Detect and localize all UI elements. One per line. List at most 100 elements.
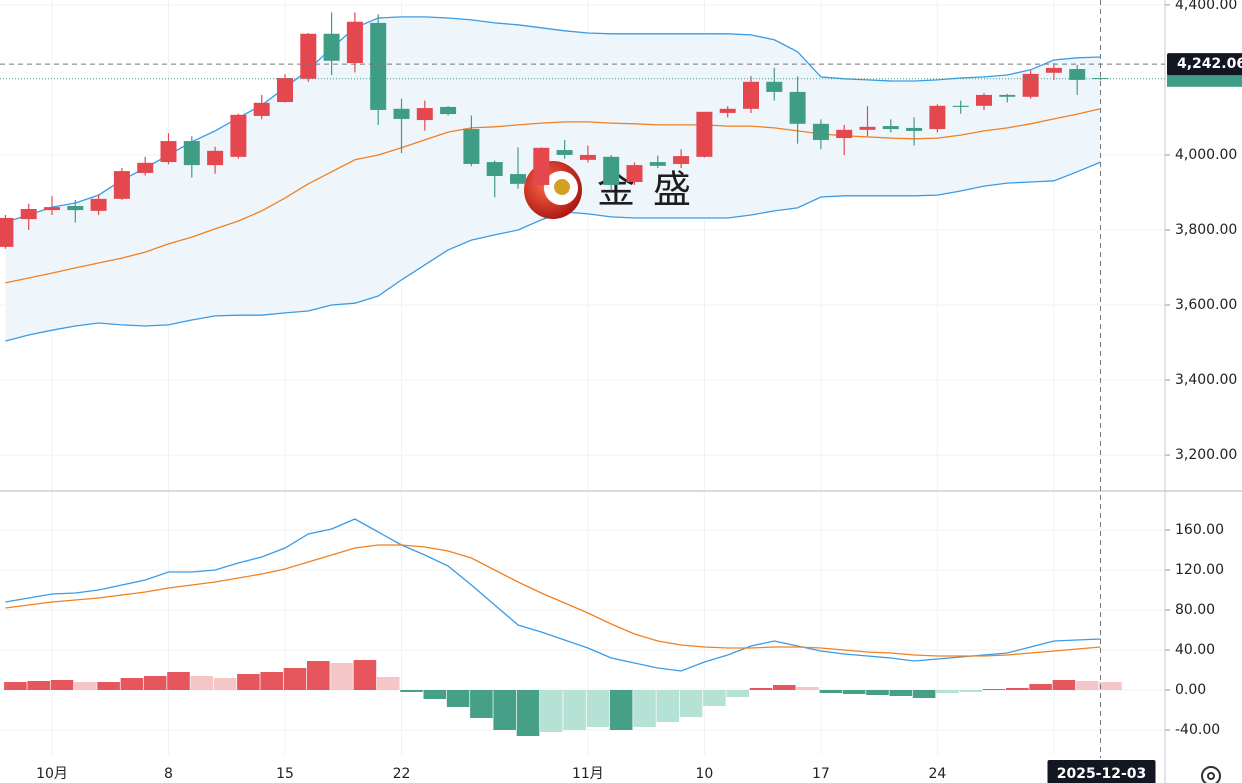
histogram-bar xyxy=(330,663,353,690)
x-tick-label: 10 xyxy=(695,766,713,782)
candle-body xyxy=(882,126,899,130)
settings-icon[interactable] xyxy=(1201,766,1221,783)
histogram-bar xyxy=(470,690,493,718)
histogram-bar xyxy=(540,690,563,732)
candle-body xyxy=(976,94,992,106)
y-tick-label: 3,400.00 xyxy=(1175,372,1237,388)
settings-icon-ring xyxy=(1201,766,1221,783)
histogram-bar xyxy=(50,680,74,690)
histogram-bar xyxy=(982,689,1006,690)
histogram-bar xyxy=(97,682,120,690)
candle-body xyxy=(0,217,14,247)
candle-body xyxy=(183,141,200,166)
histogram-bar xyxy=(493,690,516,730)
histogram-bar xyxy=(400,690,423,692)
histogram-bar xyxy=(889,690,913,696)
histogram-bar xyxy=(167,672,190,690)
crosshair-date-box xyxy=(1047,760,1156,783)
histogram-bar xyxy=(1052,680,1076,690)
candle-body xyxy=(929,105,946,130)
y-tick-label: -40.00 xyxy=(1175,722,1220,738)
candle-body xyxy=(789,91,806,124)
macd-line xyxy=(5,544,1101,657)
histogram-bar xyxy=(283,668,307,690)
candle-body xyxy=(440,106,457,115)
candle-body xyxy=(1092,78,1109,80)
histogram-bar xyxy=(27,681,50,690)
candle-body xyxy=(323,33,340,61)
candle-body xyxy=(113,171,130,199)
histogram-bar xyxy=(679,690,703,717)
candle-body xyxy=(67,205,84,211)
settings-icon-hub xyxy=(1207,772,1215,780)
histogram-bar xyxy=(423,690,447,699)
histogram-bar xyxy=(656,690,680,722)
x-tick-label: 11月 xyxy=(572,766,604,782)
histogram-bar xyxy=(237,674,260,690)
candle-body xyxy=(300,33,317,79)
histogram-bar xyxy=(143,676,167,690)
candle-body xyxy=(510,174,526,184)
y-tick-label: 3,800.00 xyxy=(1175,222,1237,238)
histogram-bar xyxy=(912,690,936,698)
candle-body xyxy=(20,208,37,220)
candle-body xyxy=(812,123,829,140)
histogram-bar xyxy=(4,682,27,690)
watermark-logo-dot xyxy=(554,179,570,195)
candle-body xyxy=(346,21,363,64)
candle-body xyxy=(649,162,666,166)
y-tick-label: 40.00 xyxy=(1175,642,1215,658)
candle-body xyxy=(556,150,573,155)
candle-body xyxy=(416,108,433,121)
histogram-bar xyxy=(633,690,656,727)
y-tick-label: 4,000.00 xyxy=(1175,147,1237,163)
candle-body xyxy=(44,207,60,211)
candle-body xyxy=(253,102,270,116)
x-tick-label: 22 xyxy=(393,766,411,782)
y-tick-label: 4,400.00 xyxy=(1175,0,1237,13)
candle-body xyxy=(626,165,643,182)
candle-body xyxy=(90,198,107,211)
candle-body xyxy=(137,162,154,173)
x-tick-label: 10月 xyxy=(36,766,68,782)
candle-body xyxy=(603,156,620,185)
histogram-bar xyxy=(1029,684,1052,690)
y-tick-label: 120.00 xyxy=(1175,562,1224,578)
histogram-bar xyxy=(842,690,866,694)
histogram-bar xyxy=(120,678,144,690)
candle-body xyxy=(160,141,177,163)
histogram-bar xyxy=(190,676,214,690)
histogram-bar xyxy=(936,690,959,693)
histogram-bar xyxy=(563,690,586,730)
x-tick-label: 15 xyxy=(276,766,294,782)
histogram-bar xyxy=(353,660,377,690)
histogram-bar xyxy=(1099,682,1122,690)
histogram-bar xyxy=(726,690,749,697)
candle-body xyxy=(743,81,759,109)
candle-body xyxy=(463,129,480,164)
y-tick-label: 80.00 xyxy=(1175,602,1215,618)
candle-body xyxy=(1022,73,1039,97)
candle-body xyxy=(999,94,1016,97)
candle-body xyxy=(277,78,293,103)
candle-body xyxy=(696,111,713,157)
histogram-bar xyxy=(819,690,843,693)
crosshair-price-box xyxy=(1167,53,1242,76)
candle-body xyxy=(393,108,410,119)
candle-body xyxy=(859,126,876,130)
candle-body xyxy=(719,108,736,113)
candle-body xyxy=(673,156,690,164)
candle-body xyxy=(533,147,550,185)
candle-body xyxy=(1045,67,1062,73)
candle-body xyxy=(579,154,596,160)
histogram-bar xyxy=(586,690,610,727)
crosshair-price-label: 4,242.06 xyxy=(1177,56,1242,72)
crosshair-date-label: 2025-12-03 xyxy=(1057,766,1147,782)
histogram-bar xyxy=(1006,688,1029,690)
band-line xyxy=(5,108,1101,284)
candle-body xyxy=(230,114,247,157)
y-tick-label: 3,200.00 xyxy=(1175,447,1237,463)
histogram-bar xyxy=(609,690,633,730)
histogram-bar xyxy=(260,672,283,690)
